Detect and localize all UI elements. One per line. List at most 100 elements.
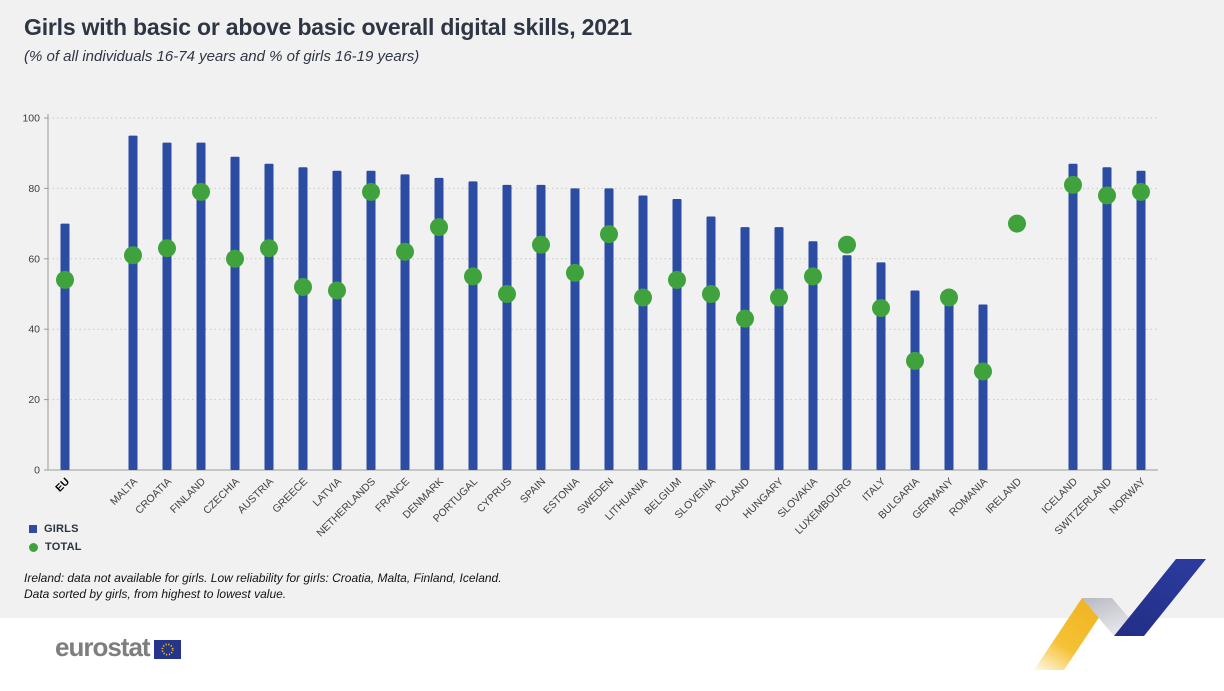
total-dot-ireland [1008,214,1026,233]
growth-zigzag-graphic [1034,559,1206,670]
eurostat-logo: eurostat [55,632,181,663]
total-dot-luxembourg [838,235,856,254]
bar-germany [944,297,954,470]
bar-eu [60,223,70,470]
bar-romania [978,304,988,470]
bar-luxembourg [842,255,852,470]
footnote-line-2: Data sorted by girls, from highest to lo… [24,587,287,601]
footnotes: Ireland: data not available for girls. L… [24,570,502,602]
category-label-latvia: LATVIA [311,476,345,510]
total-dot-czechia [226,249,244,268]
page-subtitle: (% of all individuals 16-74 years and % … [24,48,420,65]
chart-legend: GIRLS TOTAL [29,520,82,556]
total-dot-france [396,242,414,261]
total-dot-germany [940,288,958,307]
total-dot-estonia [566,263,584,282]
bar-austria [264,163,274,470]
legend-item-total: TOTAL [29,538,82,556]
bar-hungary [774,227,784,470]
bar-croatia [162,142,172,470]
total-dot-poland [736,309,754,328]
bar-slovakia [808,241,818,470]
zigzag-blue-band [1114,559,1206,636]
total-dot-hungary [770,288,788,307]
category-label-croatia: CROATIA [133,476,174,517]
eurostat-logo-text: eurostat [55,632,151,662]
bar-sweden [604,188,614,470]
zigzag-yellow-band [1034,598,1112,670]
bar-spain [536,184,546,470]
total-dot-bulgaria [906,351,924,370]
bar-switzerland [1102,167,1112,470]
total-dot-cyprus [498,285,516,303]
bar-malta [128,135,138,470]
bar-poland [740,227,750,470]
bar-latvia [332,170,342,471]
category-label-austria: AUSTRIA [235,476,276,517]
total-dot-sweden [600,225,618,244]
total-dot-switzerland [1098,186,1116,205]
y-tick-label-60: 60 [28,253,40,265]
category-label-czechia: CZECHIA [201,476,242,517]
category-label-norway: NORWAY [1107,476,1148,517]
y-tick-label-20: 20 [28,394,40,406]
bar-finland [196,142,206,470]
total-dot-iceland [1064,175,1082,194]
y-tick-label-80: 80 [28,183,40,195]
total-dot-belgium [668,270,686,289]
category-label-ireland: IRELAND [983,475,1024,516]
y-tick-label-100: 100 [22,113,40,125]
total-dot-greece [294,277,312,296]
total-dot-finland [192,182,210,201]
bar-cyprus [502,184,512,470]
bar-denmark [434,177,444,470]
total-dot-eu [56,270,74,289]
bar-portugal [468,181,478,471]
total-dot-italy [872,299,890,318]
total-dot-croatia [158,239,176,258]
total-dot-lithuania [634,288,652,307]
bar-lithuania [638,195,648,470]
total-dot-austria [260,239,278,258]
category-label-netherlands: NETHERLANDS [314,476,378,540]
bar-bulgaria [910,290,920,470]
bar-slovenia [706,216,716,470]
total-swatch [29,542,38,552]
legend-label-girls: GIRLS [44,523,79,535]
footnote-line-1: Ireland: data not available for girls. L… [24,571,502,585]
girls-swatch [29,525,37,533]
bar-czechia [230,156,240,470]
category-label-eu: EU [53,476,72,495]
total-dot-malta [124,246,142,265]
page-title: Girls with basic or above basic overall … [24,14,632,40]
total-dot-spain [532,235,550,254]
category-label-cyprus: CYPRUS [475,476,514,515]
legend-label-total: TOTAL [45,541,82,553]
category-label-spain: SPAIN [518,476,548,506]
bar-italy [876,262,886,470]
total-dot-slovakia [804,267,822,286]
total-dot-romania [974,362,992,381]
total-dot-latvia [328,281,346,300]
category-label-italy: ITALY [860,476,888,504]
total-dot-slovenia [702,285,720,303]
y-tick-label-0: 0 [34,465,40,477]
legend-item-girls: GIRLS [29,520,82,538]
bar-estonia [570,188,580,470]
category-label-malta: MALTA [108,476,140,508]
bar-france [400,174,410,470]
footer-background [0,618,1224,691]
category-label-greece: GREECE [270,476,310,516]
total-dot-norway [1132,182,1150,201]
total-dot-portugal [464,267,482,286]
dot-bar-chart: 0 20 40 60 80 100 EU MALTA CROATIA FINLAND CZECHIA… [22,113,1158,540]
total-dot-netherlands [362,182,380,201]
total-dot-denmark [430,218,448,237]
bar-netherlands [366,170,376,471]
bar-greece [298,167,308,470]
bar-norway [1136,170,1146,471]
eu-flag-icon [153,640,181,659]
y-tick-label-40: 40 [28,324,40,336]
